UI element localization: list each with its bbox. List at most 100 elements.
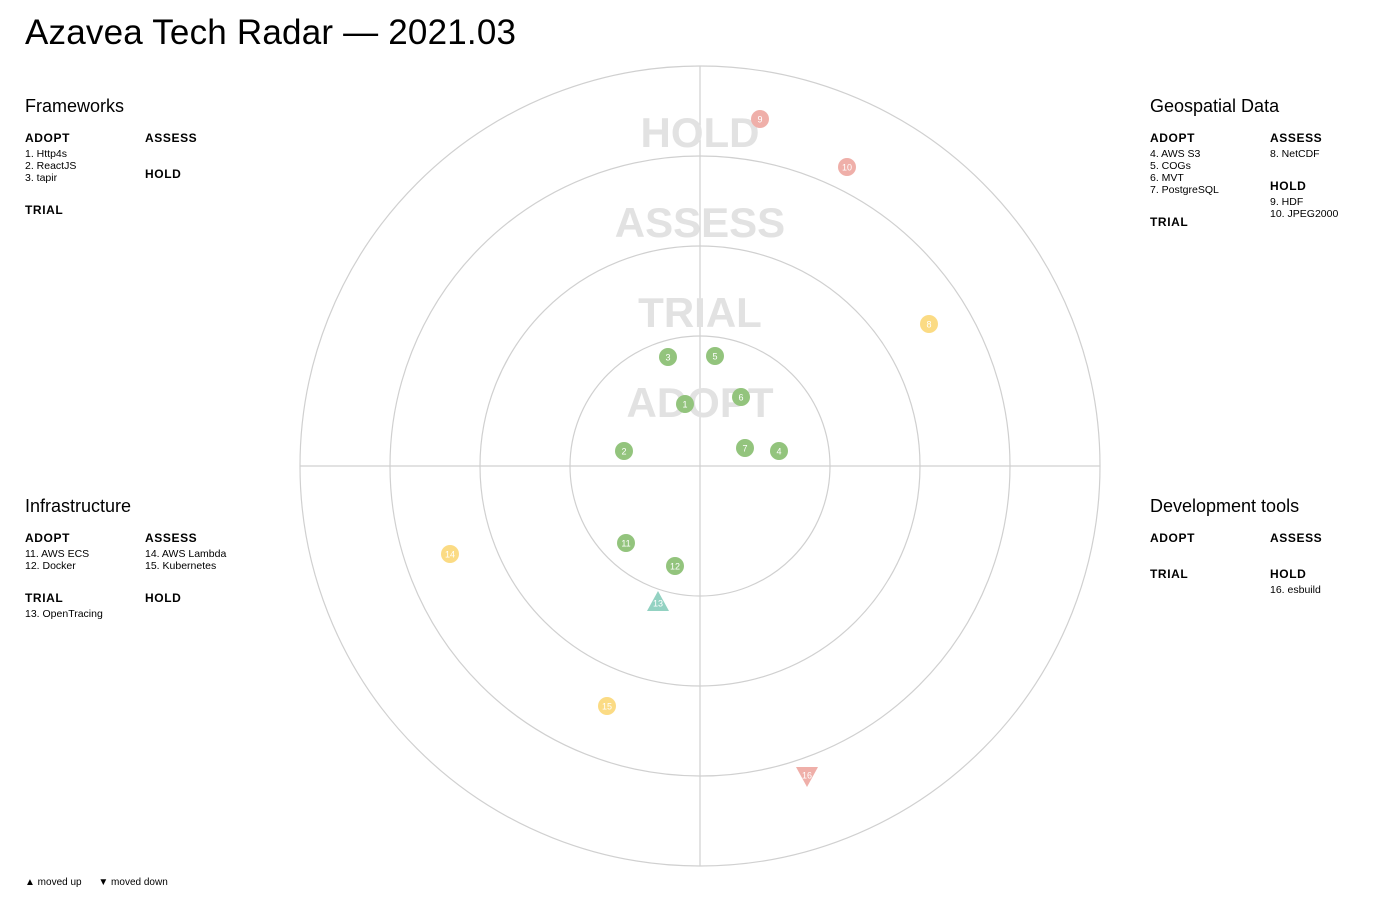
ring-item[interactable]: 12. Docker <box>25 560 76 572</box>
ring-items: 13. OpenTracing <box>25 608 145 620</box>
quadrant-frameworks: Frameworks ADOPT 1. Http4s 2. ReactJS 3. tap… <box>25 96 265 251</box>
blip-14[interactable]: 14 <box>441 545 459 563</box>
ring-item[interactable]: 8. NetCDF <box>1270 148 1320 160</box>
blip-circle <box>732 388 750 406</box>
ring-items: 8. NetCDF <box>1270 148 1380 160</box>
ring-title: ADOPT <box>25 131 70 145</box>
quadrant-title: Geospatial Data <box>1150 96 1280 116</box>
legend-moved-up: ▲ moved up <box>25 877 82 888</box>
ring-block-adopt: ADOPT <box>1150 531 1270 548</box>
quadrant-infrastructure: Infrastructure ADOPT 11. AWS ECS 12. Docker… <box>25 496 265 651</box>
blip-circle <box>659 348 677 366</box>
ring-block-hold: HOLD 9. HDF 10. JPEG2000 <box>1270 179 1380 220</box>
blip-1[interactable]: 1 <box>676 395 694 413</box>
blip-5[interactable]: 5 <box>706 347 724 365</box>
blip-11[interactable]: 11 <box>617 534 635 552</box>
ring-block-adopt: ADOPT 11. AWS ECS 12. Docker <box>25 531 145 572</box>
blip-label: 2 <box>621 447 626 457</box>
blip-label: 13 <box>653 599 663 609</box>
blip-10[interactable]: 10 <box>838 158 856 176</box>
blip-15[interactable]: 15 <box>598 697 616 715</box>
blip-label: 3 <box>665 353 670 363</box>
ring-block-trial: TRIAL 13. OpenTracing <box>25 591 145 620</box>
ring-title: ADOPT <box>1150 131 1195 145</box>
blip-9[interactable]: 9 <box>751 110 769 128</box>
quadrant-title: Infrastructure <box>25 496 132 516</box>
blip-label: 5 <box>712 352 717 362</box>
ring-title: ASSESS <box>1270 131 1323 145</box>
ring-item[interactable]: 14. AWS Lambda <box>145 548 227 560</box>
ring-item[interactable]: 10. JPEG2000 <box>1270 208 1339 220</box>
ring-block-trial: TRIAL <box>25 203 145 220</box>
ring-item[interactable]: 6. MVT <box>1150 172 1184 184</box>
blip-circle <box>666 557 684 575</box>
ring-item[interactable]: 15. Kubernetes <box>145 560 217 572</box>
blip-3[interactable]: 3 <box>659 348 677 366</box>
blip-6[interactable]: 6 <box>732 388 750 406</box>
blip-label: 4 <box>776 447 781 457</box>
blip-circle <box>617 534 635 552</box>
ring-block-hold: HOLD 16. esbuild <box>1270 567 1380 596</box>
ring-label-assess: ASSESS <box>615 199 785 246</box>
ring-block-assess: ASSESS 8. NetCDF <box>1270 131 1380 160</box>
blip-circle <box>706 347 724 365</box>
blip-label: 14 <box>445 550 455 560</box>
blip-4[interactable]: 4 <box>770 442 788 460</box>
ring-title: ASSESS <box>145 131 198 145</box>
ring-title: ADOPT <box>1150 531 1195 545</box>
ring-item[interactable]: 5. COGs <box>1150 160 1191 172</box>
ring-block-hold: HOLD <box>145 591 265 608</box>
blip-13[interactable]: 13 <box>647 591 669 611</box>
blip-circle <box>598 697 616 715</box>
blip-label: 15 <box>602 702 612 712</box>
ring-blocks: ADOPT 1. Http4s 2. ReactJS 3. tapir TRIAL ASS… <box>25 131 265 251</box>
ring-title: ASSESS <box>1270 531 1323 545</box>
blip-label: 10 <box>842 163 852 173</box>
ring-title: ASSESS <box>145 531 198 545</box>
blip-12[interactable]: 12 <box>666 557 684 575</box>
blip-16[interactable]: 16 <box>796 767 818 787</box>
ring-items: 1. Http4s 2. ReactJS 3. tapir <box>25 148 145 184</box>
blip-8[interactable]: 8 <box>920 315 938 333</box>
blip-label: 7 <box>742 444 747 454</box>
ring-item[interactable]: 2. ReactJS <box>25 160 77 172</box>
blip-circle <box>736 439 754 457</box>
ring-item[interactable]: 16. esbuild <box>1270 584 1321 596</box>
ring-item[interactable]: 4. AWS S3 <box>1150 148 1201 160</box>
ring-block-adopt: ADOPT 4. AWS S3 5. COGs 6. MVT 7. PostgreSQL <box>1150 131 1270 196</box>
ring-title: TRIAL <box>1150 215 1189 229</box>
blip-7[interactable]: 7 <box>736 439 754 457</box>
blip-circle <box>838 158 856 176</box>
ring-label-hold: HOLD <box>641 109 760 156</box>
ring-block-trial: TRIAL <box>1150 567 1270 584</box>
blip-circle <box>751 110 769 128</box>
blip-circle <box>615 442 633 460</box>
ring-item[interactable]: 3. tapir <box>25 172 58 184</box>
ring-title: HOLD <box>1270 179 1307 193</box>
ring-block-trial: TRIAL <box>1150 215 1270 232</box>
ring-title: HOLD <box>1270 567 1307 581</box>
ring-item[interactable]: 11. AWS ECS <box>25 548 90 560</box>
blip-2[interactable]: 2 <box>615 442 633 460</box>
ring-items: 14. AWS Lambda 15. Kubernetes <box>145 548 265 572</box>
ring-blocks: ADOPT 4. AWS S3 5. COGs 6. MVT 7. PostgreSQL… <box>1150 131 1380 251</box>
ring-label-trial: TRIAL <box>638 289 762 336</box>
blip-triangle-up <box>647 591 669 611</box>
ring-item[interactable]: 13. OpenTracing <box>25 608 103 620</box>
ring-item[interactable]: 1. Http4s <box>25 148 68 160</box>
ring-title: HOLD <box>145 591 182 605</box>
ring-block-hold: HOLD <box>145 167 265 184</box>
ring-items: 4. AWS S3 5. COGs 6. MVT 7. PostgreSQL <box>1150 148 1270 196</box>
ring-item[interactable]: 9. HDF <box>1270 196 1304 208</box>
blip-label: 16 <box>802 771 812 781</box>
ring-title: HOLD <box>145 167 182 181</box>
ring-item[interactable]: 7. PostgreSQL <box>1150 184 1219 196</box>
blip-circle <box>920 315 938 333</box>
ring-items: 11. AWS ECS 12. Docker <box>25 548 145 572</box>
page-title: Azavea Tech Radar — 2021.03 <box>25 13 517 52</box>
ring-block-assess: ASSESS <box>145 131 265 148</box>
blip-label: 8 <box>926 320 931 330</box>
ring-block-adopt: ADOPT 1. Http4s 2. ReactJS 3. tapir <box>25 131 145 184</box>
blip-label: 1 <box>682 400 687 410</box>
